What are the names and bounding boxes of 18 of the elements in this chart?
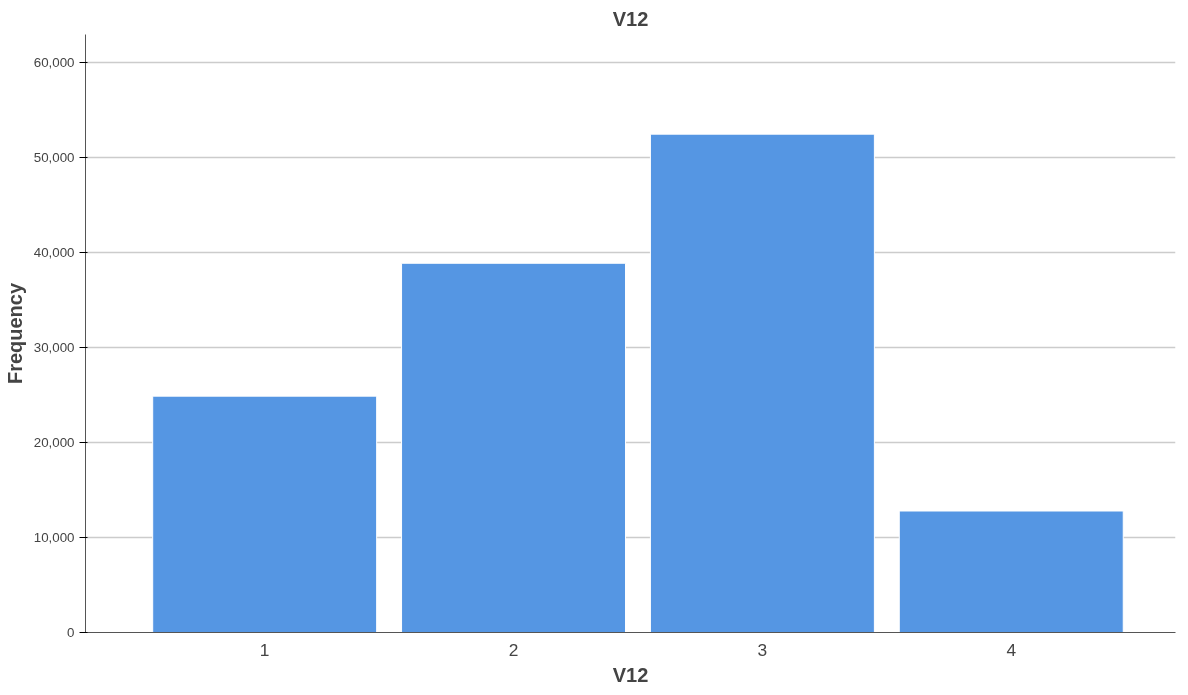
bar bbox=[649, 133, 875, 633]
y-tick-label: 40,000 bbox=[33, 245, 75, 261]
y-tick-label: 50,000 bbox=[33, 150, 75, 166]
x-tick-label: 3 bbox=[757, 639, 768, 660]
chart-title: V12 bbox=[612, 7, 649, 30]
x-tick-label: 2 bbox=[508, 639, 519, 660]
bar bbox=[898, 510, 1124, 633]
x-tick-label: 1 bbox=[259, 639, 270, 660]
bar bbox=[152, 395, 378, 633]
bar bbox=[401, 262, 627, 633]
y-tick-label: 0 bbox=[67, 625, 75, 640]
y-tick-label: 20,000 bbox=[33, 435, 75, 451]
y-tick-label: 30,000 bbox=[33, 340, 75, 356]
y-axis-title: Frequency bbox=[3, 282, 26, 385]
x-tick-label: 4 bbox=[1006, 639, 1017, 660]
x-axis-title: V12 bbox=[612, 663, 649, 686]
y-tick-label: 10,000 bbox=[33, 530, 75, 546]
y-tick-label: 60,000 bbox=[33, 55, 75, 71]
